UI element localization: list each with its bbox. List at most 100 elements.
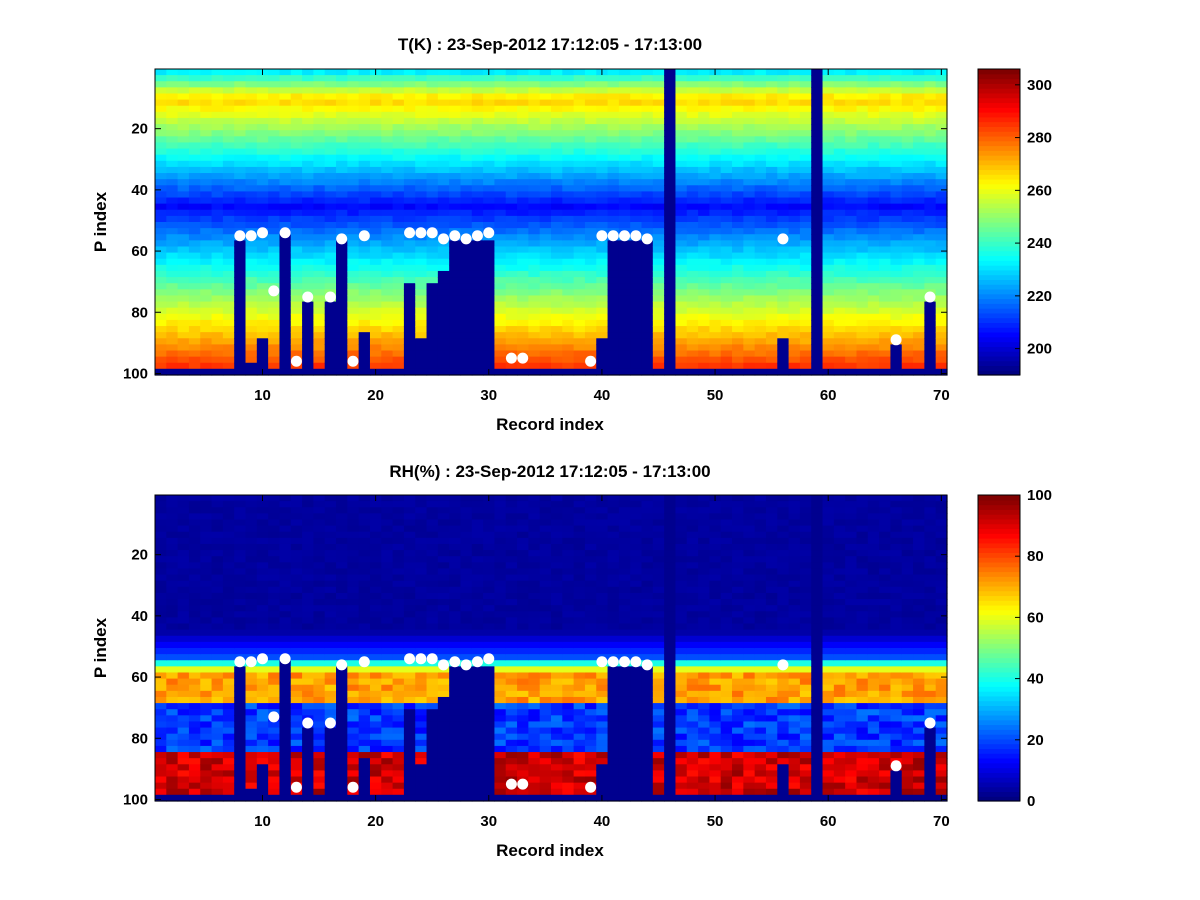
heatmap-cell bbox=[935, 130, 948, 137]
heatmap-cell bbox=[313, 277, 326, 284]
heatmap-cell bbox=[256, 782, 269, 790]
heatmap-cell bbox=[279, 277, 292, 284]
heatmap-cell bbox=[177, 173, 190, 180]
heatmap-cell bbox=[709, 166, 722, 174]
heatmap-cell bbox=[573, 111, 586, 119]
heatmap-cell bbox=[867, 277, 880, 284]
heatmap-cell bbox=[324, 574, 337, 582]
heatmap-cell bbox=[358, 258, 371, 266]
heatmap-cell bbox=[268, 173, 281, 180]
heatmap-cell bbox=[392, 289, 405, 297]
heatmap-cell bbox=[607, 81, 620, 88]
heatmap-cell bbox=[302, 307, 314, 315]
heatmap-cell bbox=[822, 362, 835, 370]
heatmap-cell bbox=[709, 326, 722, 333]
heatmap-cell bbox=[652, 81, 665, 88]
heatmap-cell bbox=[268, 258, 281, 266]
heatmap-cell bbox=[437, 319, 450, 327]
heatmap-cell bbox=[584, 215, 597, 223]
heatmap-cell bbox=[551, 75, 563, 82]
heatmap-cell bbox=[369, 136, 382, 144]
heatmap-cell bbox=[188, 715, 201, 723]
heatmap-cell bbox=[584, 185, 597, 192]
heatmap-cell bbox=[698, 338, 710, 345]
heatmap-cell bbox=[777, 191, 790, 199]
heatmap-cell bbox=[641, 301, 654, 309]
heatmap-cell bbox=[754, 191, 767, 199]
heatmap-cell bbox=[562, 270, 575, 278]
heatmap-cell bbox=[290, 611, 303, 618]
heatmap-cell bbox=[188, 495, 201, 502]
heatmap-cell bbox=[471, 179, 484, 186]
heatmap-cell bbox=[155, 599, 167, 606]
heatmap-cell bbox=[279, 745, 292, 753]
heatmap-cell bbox=[596, 87, 609, 95]
heatmap-cell bbox=[596, 142, 609, 150]
heatmap-cell bbox=[449, 240, 462, 248]
heatmap-cell bbox=[166, 246, 179, 254]
heatmap-cell bbox=[551, 191, 563, 199]
heatmap-cell bbox=[369, 117, 382, 125]
heatmap-cell bbox=[279, 599, 292, 606]
heatmap-cell bbox=[234, 93, 247, 101]
heatmap-cell bbox=[618, 338, 631, 345]
heatmap-cell bbox=[822, 240, 835, 248]
heatmap-cell bbox=[211, 556, 224, 563]
heatmap-cell bbox=[302, 672, 314, 680]
heatmap-cell bbox=[483, 295, 496, 303]
heatmap-cell bbox=[573, 362, 586, 370]
heatmap-cell bbox=[754, 252, 767, 260]
heatmap-cell bbox=[234, 703, 247, 710]
heatmap-cell bbox=[460, 99, 473, 107]
heatmap-cell bbox=[743, 93, 756, 101]
heatmap-cell bbox=[358, 507, 371, 514]
heatmap-cell bbox=[935, 124, 948, 131]
heatmap-cell bbox=[324, 599, 337, 606]
heatmap-cell bbox=[584, 332, 597, 339]
colorbar-segment bbox=[978, 178, 1020, 185]
surface-marker bbox=[777, 233, 789, 245]
heatmap-cell bbox=[867, 160, 880, 168]
heatmap-cell bbox=[437, 264, 450, 272]
heatmap-cell bbox=[234, 166, 247, 174]
heatmap-cell bbox=[630, 356, 643, 364]
heatmap-cell bbox=[268, 733, 281, 741]
heatmap-cell bbox=[392, 537, 405, 545]
heatmap-cell bbox=[302, 733, 314, 741]
heatmap-cell bbox=[652, 203, 665, 211]
heatmap-cell bbox=[641, 246, 654, 254]
heatmap-cell bbox=[788, 277, 801, 284]
heatmap-cell bbox=[302, 142, 314, 150]
heatmap-cell bbox=[539, 69, 552, 76]
heatmap-cell bbox=[426, 87, 439, 95]
heatmap-cell bbox=[381, 623, 394, 631]
heatmap-cell bbox=[788, 234, 801, 241]
heatmap-cell bbox=[879, 136, 892, 144]
heatmap-cell bbox=[381, 81, 394, 88]
heatmap-cell bbox=[720, 179, 733, 186]
heatmap-cell bbox=[302, 629, 314, 637]
heatmap-cell bbox=[664, 289, 677, 297]
heatmap-cell bbox=[732, 209, 744, 217]
heatmap-cell bbox=[573, 307, 586, 315]
heatmap-cell bbox=[618, 203, 631, 211]
heatmap-cell bbox=[777, 258, 790, 266]
heatmap-cell bbox=[618, 166, 631, 174]
heatmap-cell bbox=[686, 179, 699, 186]
heatmap-cell bbox=[211, 307, 224, 315]
heatmap-cell bbox=[517, 264, 529, 272]
heatmap-cell bbox=[392, 605, 405, 612]
heatmap-cell bbox=[313, 635, 326, 643]
heatmap-cell bbox=[358, 87, 371, 95]
heatmap-cell bbox=[381, 105, 394, 113]
heatmap-cell bbox=[211, 660, 224, 667]
heatmap-cell bbox=[415, 599, 428, 606]
heatmap-cell bbox=[166, 629, 179, 637]
heatmap-cell bbox=[302, 709, 314, 716]
heatmap-cell bbox=[505, 87, 518, 95]
heatmap-cell bbox=[901, 81, 914, 88]
heatmap-cell bbox=[222, 782, 235, 790]
heatmap-cell bbox=[358, 136, 371, 144]
heatmap-cell bbox=[268, 222, 281, 229]
heatmap-cell bbox=[720, 277, 733, 284]
